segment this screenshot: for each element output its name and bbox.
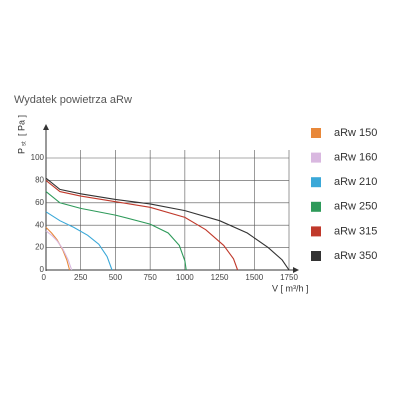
y-axis-label: P st [ Pa ] [16, 115, 27, 154]
x-tick-label: 500 [109, 273, 123, 282]
legend-swatch [311, 251, 321, 261]
series-line [45, 230, 73, 271]
legend-swatch [311, 152, 321, 163]
legend-swatch [311, 177, 321, 188]
legend-label: aRw 315 [334, 225, 377, 237]
y-tick-label: 20 [35, 243, 44, 252]
y-tick-label: 80 [35, 176, 44, 185]
y-label-symbol: P [16, 148, 26, 154]
x-tick-label: 0 [42, 273, 47, 282]
x-tick-label: 1000 [176, 273, 194, 282]
y-tick-label: 0 [40, 265, 45, 274]
legend-label: aRw 350 [334, 250, 377, 262]
x-axis-label: V [ m³/h ] [272, 283, 309, 293]
x-tick-label: 1500 [245, 273, 263, 282]
y-label-subscript: st [22, 141, 28, 146]
legend-label: aRw 150 [334, 127, 377, 139]
legend-label: aRw 250 [334, 201, 377, 213]
legend-label: aRw 210 [334, 176, 377, 188]
legend-swatch [311, 128, 321, 138]
x-tick-label: 1250 [211, 273, 229, 282]
x-tick-label: 250 [74, 273, 88, 282]
series-line [45, 177, 290, 271]
x-arrow [293, 267, 299, 273]
y-tick-label: 100 [31, 153, 45, 162]
legend-label: aRw 160 [334, 152, 377, 164]
series-line [45, 211, 113, 271]
y-tick-label: 40 [35, 220, 44, 229]
legend-swatch [311, 201, 321, 212]
series-line [45, 179, 239, 271]
legend-swatch [311, 226, 321, 237]
series-line [45, 191, 187, 271]
y-tick-label: 60 [35, 198, 44, 207]
x-tick-label: 1750 [280, 273, 298, 282]
y-label-unit: [ Pa ] [16, 115, 26, 136]
y-arrow [43, 124, 49, 130]
chart-title: Wydatek powietrza aRw [14, 94, 132, 106]
x-tick-label: 750 [143, 273, 157, 282]
